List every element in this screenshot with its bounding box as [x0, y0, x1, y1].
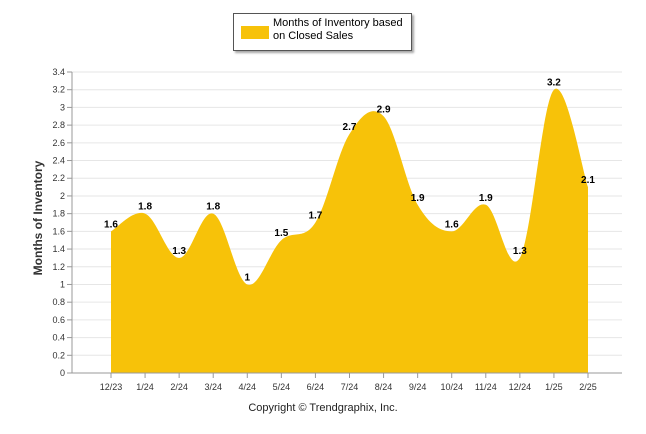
- x-tick-label: 1/24: [136, 382, 154, 392]
- x-tick-label: 11/24: [475, 382, 497, 392]
- x-tick-label: 7/24: [341, 382, 359, 392]
- y-tick-label: 0.2: [52, 350, 65, 360]
- y-axis: 0 0.2 0.4 0.6 0.8 1 1.2 1.4 1.6 1.8 2 2.2 2.4 2.6 2.8 3…: [52, 67, 73, 378]
- y-tick-label: 1.4: [52, 244, 65, 254]
- data-label: 1.6: [445, 219, 459, 230]
- y-tick-label: 0.8: [52, 297, 65, 307]
- x-tick-label: 2/24: [170, 382, 188, 392]
- copyright-footer: Copyright © Trendgraphix, Inc.: [248, 402, 398, 414]
- x-tick-label: 9/24: [409, 382, 427, 392]
- data-label: 1.8: [138, 202, 152, 213]
- data-label: 1.7: [308, 211, 322, 222]
- data-label: 1.5: [274, 228, 288, 239]
- x-axis: 12/23 1/24 2/24 3/24 4/24 5/24 6/24 7/24 8/24 9/2…: [72, 372, 622, 392]
- area-series: [111, 88, 588, 374]
- y-tick-label: 1.8: [52, 209, 65, 219]
- y-tick-label: 0: [60, 368, 65, 378]
- y-tick-label: 2: [60, 191, 65, 201]
- x-tick-label: 2/25: [579, 382, 597, 392]
- data-label: 1.3: [513, 246, 527, 257]
- x-tick-label: 8/24: [375, 382, 393, 392]
- x-tick-label: 4/24: [239, 382, 257, 392]
- x-tick-label: 3/24: [204, 382, 222, 392]
- y-tick-label: 1.6: [52, 226, 65, 236]
- data-label: 2.7: [343, 122, 357, 133]
- y-tick-label: 2.4: [52, 156, 65, 166]
- data-label: 3.2: [547, 78, 561, 89]
- y-tick-label: 2.8: [52, 120, 65, 130]
- legend: Months of Inventory based on Closed Sale…: [233, 13, 412, 51]
- data-label: 1.3: [172, 246, 186, 257]
- y-tick-label: 3.2: [52, 85, 65, 95]
- data-labels: 1.6 1.8 1.3 1.8 1 1.5 1.7 2.7 2.9 1.9 1.6 1.9 1.3 3.2…: [104, 78, 595, 284]
- data-label: 2.1: [581, 175, 595, 186]
- x-tick-label: 10/24: [440, 382, 463, 392]
- y-tick-label: 2.2: [52, 173, 65, 183]
- y-tick-label: 3.4: [52, 67, 65, 77]
- x-tick-label: 6/24: [307, 382, 325, 392]
- data-label: 1: [245, 272, 251, 283]
- y-axis-title: Months of Inventory: [31, 160, 45, 276]
- data-label: 2.9: [377, 104, 391, 115]
- x-tick-label: 12/24: [509, 382, 532, 392]
- x-tick-label: 12/23: [100, 382, 123, 392]
- data-label: 1.9: [411, 193, 425, 204]
- x-tick-label: 1/25: [545, 382, 563, 392]
- y-tick-label: 3: [60, 102, 65, 112]
- area-series-fill: [111, 88, 588, 374]
- y-tick-label: 0.6: [52, 315, 65, 325]
- data-label: 1.6: [104, 219, 118, 230]
- legend-label: Months of Inventory based on Closed Sale…: [273, 17, 403, 42]
- y-tick-label: 1: [60, 279, 65, 289]
- x-tick-label: 5/24: [273, 382, 291, 392]
- y-tick-label: 2.6: [52, 138, 65, 148]
- y-tick-label: 1.2: [52, 262, 65, 272]
- legend-swatch: [241, 26, 269, 39]
- y-tick-label: 0.4: [52, 333, 65, 343]
- data-label: 1.8: [206, 202, 220, 213]
- data-label: 1.9: [479, 193, 493, 204]
